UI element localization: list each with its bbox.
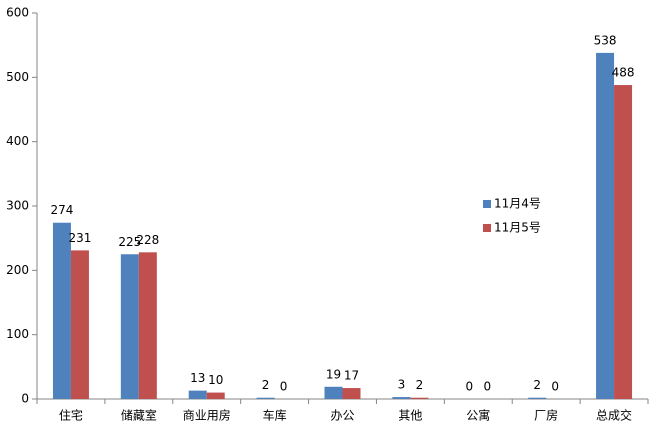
y-tick-label: 300 — [6, 199, 29, 213]
x-tick-label: 储藏室 — [121, 408, 157, 423]
data-label: 2 — [262, 378, 270, 392]
bar — [410, 397, 429, 399]
bar — [256, 397, 275, 399]
bar — [528, 397, 547, 399]
bar — [596, 52, 615, 400]
data-label: 488 — [612, 66, 635, 80]
data-label: 538 — [594, 33, 617, 47]
data-label: 0 — [483, 380, 491, 394]
bar — [206, 392, 225, 399]
legend-swatch — [483, 224, 491, 232]
bar — [120, 254, 139, 399]
data-label: 2 — [533, 378, 541, 392]
legend-swatch — [483, 200, 491, 208]
data-label: 19 — [326, 367, 341, 381]
data-label: 228 — [136, 233, 159, 247]
x-tick-label: 厂房 — [534, 408, 558, 423]
y-tick-label: 500 — [6, 70, 29, 84]
bar — [614, 85, 633, 399]
y-tick-label: 200 — [6, 263, 29, 277]
y-tick-label: 100 — [6, 327, 29, 341]
bar — [70, 250, 89, 399]
bar — [392, 397, 411, 399]
legend-label: 11月5号 — [494, 221, 541, 235]
x-tick-label: 商业用房 — [183, 408, 231, 423]
x-tick-label: 住宅 — [59, 408, 83, 423]
data-label: 17 — [344, 369, 359, 383]
data-label: 13 — [190, 371, 205, 385]
data-label: 231 — [68, 231, 91, 245]
data-label: 0 — [280, 380, 288, 394]
data-label: 2 — [416, 378, 424, 392]
data-label: 274 — [50, 203, 73, 217]
bar — [324, 386, 343, 399]
y-tick-label: 600 — [6, 6, 29, 20]
x-tick-label: 其他 — [398, 409, 422, 423]
data-label: 0 — [465, 380, 473, 394]
bar — [52, 222, 71, 399]
data-label: 0 — [551, 380, 559, 394]
bar — [138, 252, 157, 399]
y-tick-label: 400 — [6, 134, 29, 148]
bar — [342, 388, 361, 399]
x-tick-label: 公寓 — [466, 408, 490, 423]
data-label: 3 — [398, 378, 406, 392]
data-label: 225 — [118, 235, 141, 249]
x-tick-label: 车库 — [263, 408, 287, 423]
x-tick-label: 办公 — [330, 408, 354, 423]
legend-label: 11月4号 — [494, 197, 541, 211]
data-label: 10 — [208, 373, 223, 387]
y-tick-label: 0 — [21, 392, 29, 406]
bar — [188, 390, 207, 399]
x-tick-label: 总成交 — [596, 408, 632, 423]
